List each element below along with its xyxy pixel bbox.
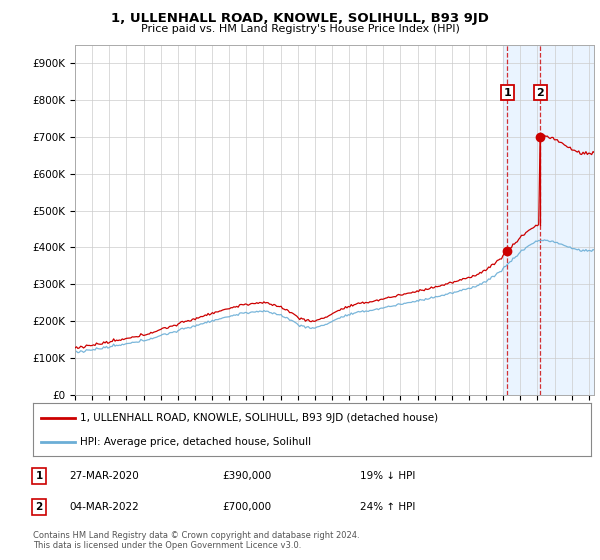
Text: 1: 1: [503, 88, 511, 97]
Text: Contains HM Land Registry data © Crown copyright and database right 2024.
This d: Contains HM Land Registry data © Crown c…: [33, 531, 359, 550]
Text: 24% ↑ HPI: 24% ↑ HPI: [360, 502, 415, 512]
Text: £700,000: £700,000: [222, 502, 271, 512]
Text: 04-MAR-2022: 04-MAR-2022: [69, 502, 139, 512]
Text: £390,000: £390,000: [222, 471, 271, 481]
Text: Price paid vs. HM Land Registry's House Price Index (HPI): Price paid vs. HM Land Registry's House …: [140, 24, 460, 34]
Text: 2: 2: [536, 88, 544, 97]
Text: 1, ULLENHALL ROAD, KNOWLE, SOLIHULL, B93 9JD (detached house): 1, ULLENHALL ROAD, KNOWLE, SOLIHULL, B93…: [80, 413, 439, 423]
Text: 27-MAR-2020: 27-MAR-2020: [69, 471, 139, 481]
Text: HPI: Average price, detached house, Solihull: HPI: Average price, detached house, Soli…: [80, 437, 311, 447]
Bar: [503, 45, 594, 395]
Text: 19% ↓ HPI: 19% ↓ HPI: [360, 471, 415, 481]
Text: 1, ULLENHALL ROAD, KNOWLE, SOLIHULL, B93 9JD: 1, ULLENHALL ROAD, KNOWLE, SOLIHULL, B93…: [111, 12, 489, 25]
Text: 1: 1: [35, 471, 43, 481]
Text: 2: 2: [35, 502, 43, 512]
